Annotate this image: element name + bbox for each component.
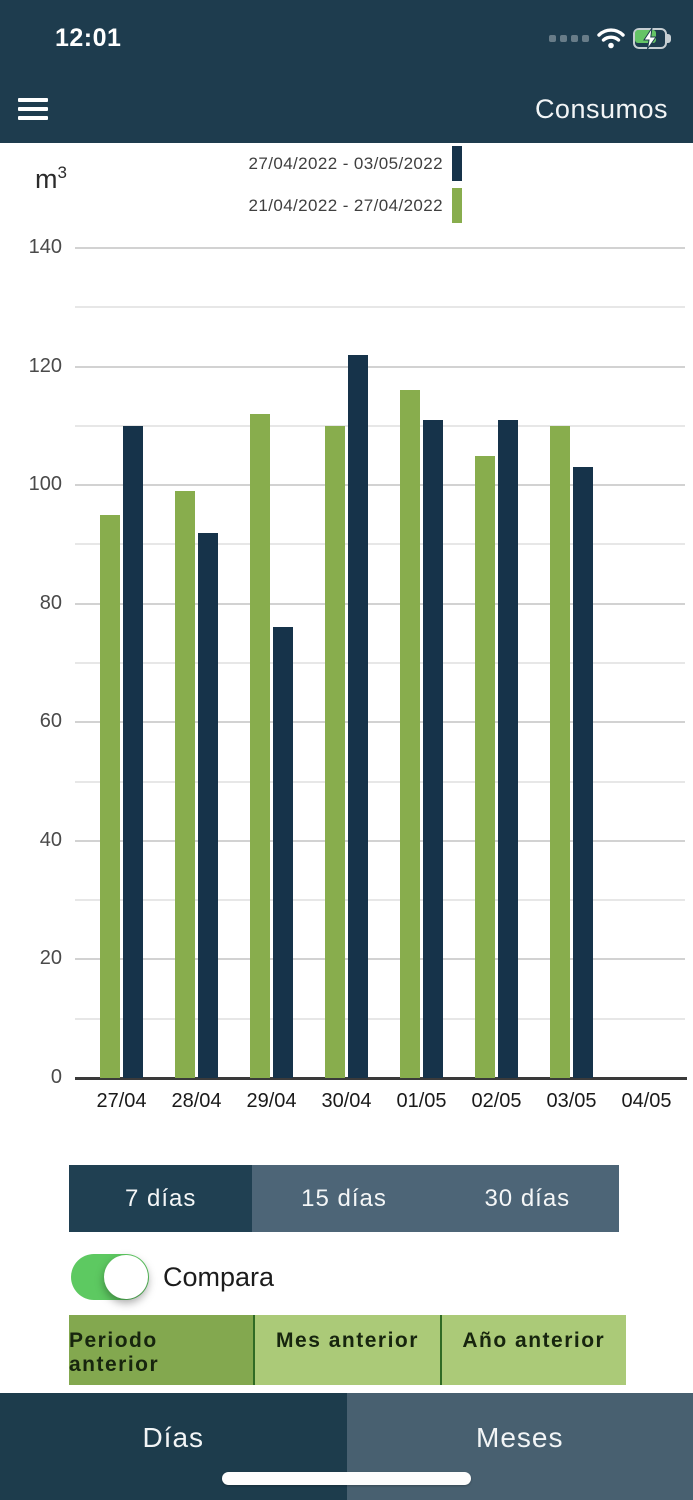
y-tick-label: 120 <box>28 354 62 377</box>
header: 12:01 Consumos <box>0 0 693 143</box>
y-tick-label: 60 <box>39 710 62 733</box>
x-tick-label: 28/04 <box>171 1090 222 1112</box>
hamburger-menu-icon[interactable] <box>18 98 48 124</box>
bar-previous-period <box>550 425 570 1078</box>
bar-chart: 0 20 40 60 80 100 120 140 27/04 28/04 29/04 30/04 01… <box>28 236 687 1112</box>
segment-15-dias[interactable]: 15 días <box>252 1165 436 1232</box>
x-tick-label: 02/05 <box>471 1090 522 1112</box>
x-tick-label: 30/04 <box>321 1090 372 1112</box>
grid-line <box>75 365 685 368</box>
legend-swatch-previous <box>452 188 462 223</box>
compare-row: Compara <box>71 1252 274 1302</box>
bar-previous-period <box>250 414 270 1078</box>
grid-line <box>75 424 685 427</box>
nav-bar: Consumos <box>0 88 693 136</box>
grid-line <box>75 662 685 664</box>
grid-line <box>75 780 685 783</box>
legend-item-previous: 21/04/2022 - 27/04/2022 <box>249 188 462 223</box>
status-time: 12:01 <box>55 24 122 52</box>
wifi-icon <box>597 28 625 49</box>
grid-line <box>75 306 685 309</box>
grid-line <box>75 484 685 487</box>
grid-line <box>75 899 685 902</box>
x-tick-label: 27/04 <box>96 1090 147 1112</box>
y-tick-label: 140 <box>28 236 62 258</box>
compare-label: Compara <box>163 1261 275 1292</box>
button-ano-anterior[interactable]: Año anterior <box>439 1315 626 1385</box>
bar-previous-period <box>100 514 120 1078</box>
grid-line <box>75 721 685 724</box>
grid-line <box>75 247 685 249</box>
y-tick-label: 20 <box>39 947 62 970</box>
legend-label: 27/04/2022 - 03/05/2022 <box>248 153 443 173</box>
compare-mode-buttons: Periodo anterior Mes anterior Año anteri… <box>69 1315 626 1385</box>
y-tick-label: 80 <box>39 591 62 614</box>
bar-current-period <box>423 419 443 1078</box>
y-tick-label: 0 <box>50 1066 62 1088</box>
x-tick-label: 04/05 <box>621 1090 672 1112</box>
legend-label: 21/04/2022 - 27/04/2022 <box>248 195 443 215</box>
home-indicator[interactable] <box>222 1472 471 1485</box>
grid-line <box>75 543 685 546</box>
bar-previous-period <box>475 455 495 1078</box>
x-axis-line <box>75 1077 687 1080</box>
segment-30-dias[interactable]: 30 días <box>435 1165 619 1232</box>
grid-line <box>75 958 685 961</box>
segment-7-dias[interactable]: 7 días <box>69 1165 253 1232</box>
status-icons <box>549 27 673 50</box>
battery-charging-icon <box>633 27 673 50</box>
grid-line <box>75 602 685 605</box>
compare-toggle[interactable] <box>71 1254 149 1300</box>
y-tick-label: 40 <box>39 828 62 851</box>
toggle-knob <box>104 1255 148 1299</box>
button-periodo-anterior[interactable]: Periodo anterior <box>69 1315 254 1385</box>
grid-line <box>75 1017 685 1020</box>
y-tick-label: 100 <box>28 473 62 496</box>
bar-previous-period <box>175 491 195 1078</box>
bar-previous-period <box>400 390 420 1078</box>
x-tick-label: 29/04 <box>246 1090 297 1112</box>
grid-line <box>75 839 685 842</box>
legend-swatch-current <box>452 146 462 181</box>
x-tick-label: 03/05 <box>546 1090 597 1112</box>
bar-current-period <box>273 627 293 1078</box>
bar-current-period <box>348 354 368 1078</box>
bar-current-period <box>123 425 143 1078</box>
x-tick-label: 01/05 <box>396 1090 447 1112</box>
chart-legend: 27/04/2022 - 03/05/2022 21/04/2022 - 27/… <box>249 146 462 223</box>
y-axis-unit-label: m3 <box>35 163 67 194</box>
charging-bolt-icon <box>643 27 657 50</box>
legend-item-current: 27/04/2022 - 03/05/2022 <box>249 146 462 181</box>
button-mes-anterior[interactable]: Mes anterior <box>253 1315 440 1385</box>
period-segmented-control: 7 días 15 días 30 días <box>69 1165 619 1232</box>
page-title: Consumos <box>534 94 668 124</box>
cellular-signal-icon <box>549 35 589 42</box>
bar-current-period <box>498 419 518 1078</box>
bar-current-period <box>198 532 218 1078</box>
bar-current-period <box>573 467 593 1078</box>
bar-previous-period <box>325 425 345 1078</box>
